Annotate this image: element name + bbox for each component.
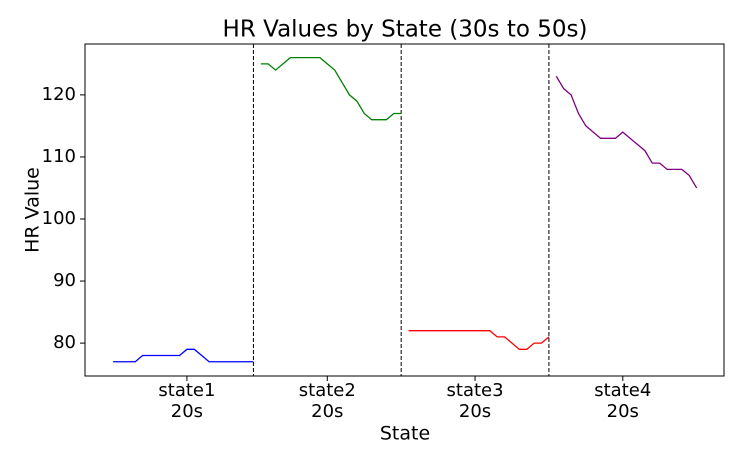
x-tick-label: state3 20s (446, 380, 504, 422)
y-tick-label: 110 (42, 146, 76, 167)
x-tick-label: state2 20s (298, 380, 356, 422)
chart-title: HR Values by State (30s to 50s) (223, 17, 588, 43)
plot-frame (84, 43, 725, 377)
line-series (408, 330, 550, 350)
y-axis-label: HR Value (22, 167, 44, 253)
y-tick-label: 90 (53, 270, 76, 291)
y-tick-label: 80 (53, 332, 76, 353)
line-series (260, 57, 402, 121)
y-tick-label: 120 (42, 84, 76, 105)
y-tick-label: 100 (42, 208, 76, 229)
x-axis-label: State (380, 423, 430, 445)
x-tick-label: state1 20s (158, 380, 216, 422)
line-series (113, 348, 254, 363)
x-tick-label: state4 20s (594, 380, 652, 422)
line-series (555, 75, 698, 189)
